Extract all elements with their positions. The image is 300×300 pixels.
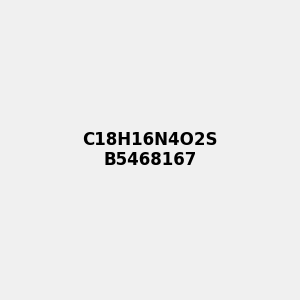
Text: C18H16N4O2S
B5468167: C18H16N4O2S B5468167 bbox=[82, 130, 218, 170]
